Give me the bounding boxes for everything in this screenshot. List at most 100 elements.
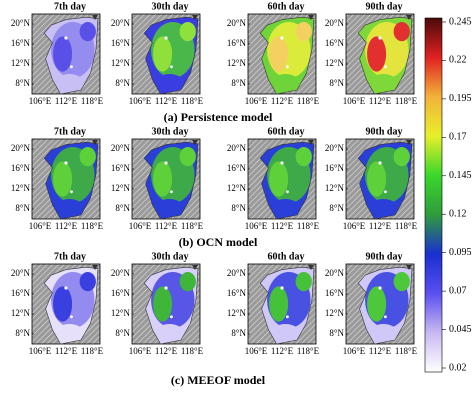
field-blob [393, 22, 410, 42]
marker [192, 265, 198, 270]
lon-label: 118°E [395, 96, 418, 106]
lon-label: 106°E [245, 346, 268, 356]
lat-label: 16°N [11, 288, 31, 298]
island [170, 190, 173, 194]
lon-label: 106°E [343, 96, 366, 106]
colorbar-label: 0.145 [449, 170, 472, 181]
lat-label: 20°N [325, 268, 345, 278]
island [70, 190, 73, 194]
field-blob [155, 324, 183, 340]
colorbar-label: 0.12 [449, 209, 467, 220]
lat-label: 8°N [15, 203, 30, 213]
field-blob [367, 161, 387, 197]
field-blob [369, 199, 397, 215]
lon-label: 106°E [343, 346, 366, 356]
lat-label: 8°N [231, 78, 246, 88]
field-blob [53, 36, 73, 72]
marker [192, 140, 198, 145]
lon-label: 106°E [343, 221, 366, 231]
coast [259, 16, 315, 95]
lon-label: 118°E [181, 96, 204, 106]
marker [92, 15, 98, 20]
lat-label: 20°N [111, 143, 131, 153]
marker [92, 265, 98, 270]
island [286, 190, 289, 194]
lat-label: 16°N [325, 288, 345, 298]
field-blob [269, 161, 289, 197]
field-blob [295, 272, 312, 292]
lat-label: 8°N [329, 78, 344, 88]
lat-label: 8°N [15, 78, 30, 88]
lat-label: 16°N [325, 38, 345, 48]
island [164, 161, 168, 165]
lat-label: 8°N [231, 203, 246, 213]
lon-label: 106°E [129, 221, 152, 231]
field-blob [367, 36, 387, 72]
lat-label: 20°N [11, 143, 31, 153]
field-blob [295, 147, 312, 167]
lat-label: 12°N [325, 183, 345, 193]
marker [192, 15, 198, 20]
colorbar [424, 17, 443, 373]
field-blob [269, 286, 289, 322]
sea [144, 142, 198, 219]
lat-label: 12°N [227, 183, 247, 193]
field-blob [393, 272, 410, 292]
field-blob [153, 286, 173, 322]
lon-label: 106°E [129, 96, 152, 106]
lat-label: 12°N [11, 183, 31, 193]
colorbar-label: 0.095 [449, 247, 472, 258]
lat-label: 20°N [111, 268, 131, 278]
coast [357, 16, 413, 95]
coast [43, 266, 99, 345]
island [280, 161, 284, 165]
island [286, 315, 289, 319]
lon-label: 112°E [369, 221, 392, 231]
coast [43, 141, 99, 220]
panel-title: 90th day [366, 1, 403, 12]
colorbar-label: 0.22 [449, 55, 467, 66]
field-blob [53, 161, 73, 197]
lat-label: 8°N [115, 203, 130, 213]
island [378, 286, 382, 290]
lon-label: 112°E [369, 96, 392, 106]
lon-label: 118°E [81, 346, 104, 356]
lat-label: 12°N [111, 308, 131, 318]
field-blob [393, 147, 410, 167]
field-blob [179, 272, 196, 292]
field-blob [369, 324, 397, 340]
panel-title: 90th day [366, 126, 403, 137]
island [164, 36, 168, 40]
lat-label: 20°N [227, 18, 247, 28]
lon-label: 118°E [297, 221, 320, 231]
coast [43, 16, 99, 95]
coast [143, 266, 199, 345]
lat-label: 8°N [329, 203, 344, 213]
field-blob [271, 199, 299, 215]
lon-label: 112°E [55, 221, 78, 231]
island [164, 286, 168, 290]
lat-label: 12°N [325, 308, 345, 318]
colorbar-label: 0.02 [449, 362, 467, 373]
colorbar-label: 0.245 [449, 16, 472, 27]
island [280, 286, 284, 290]
island [384, 65, 387, 69]
lat-label: 16°N [11, 163, 31, 173]
lon-label: 112°E [155, 221, 178, 231]
lat-label: 12°N [111, 183, 131, 193]
panel-title: 7th day [54, 1, 86, 12]
lon-label: 112°E [155, 96, 178, 106]
lon-label: 118°E [181, 346, 204, 356]
field-blob [153, 161, 173, 197]
panel-title: 90th day [366, 251, 403, 262]
lat-label: 20°N [325, 143, 345, 153]
panel-title: 30th day [152, 1, 189, 12]
lon-label: 112°E [55, 346, 78, 356]
field-blob [53, 286, 73, 322]
lat-label: 16°N [111, 38, 131, 48]
lon-label: 118°E [81, 96, 104, 106]
lon-label: 112°E [55, 96, 78, 106]
field-blob [155, 199, 183, 215]
lat-label: 16°N [227, 288, 247, 298]
